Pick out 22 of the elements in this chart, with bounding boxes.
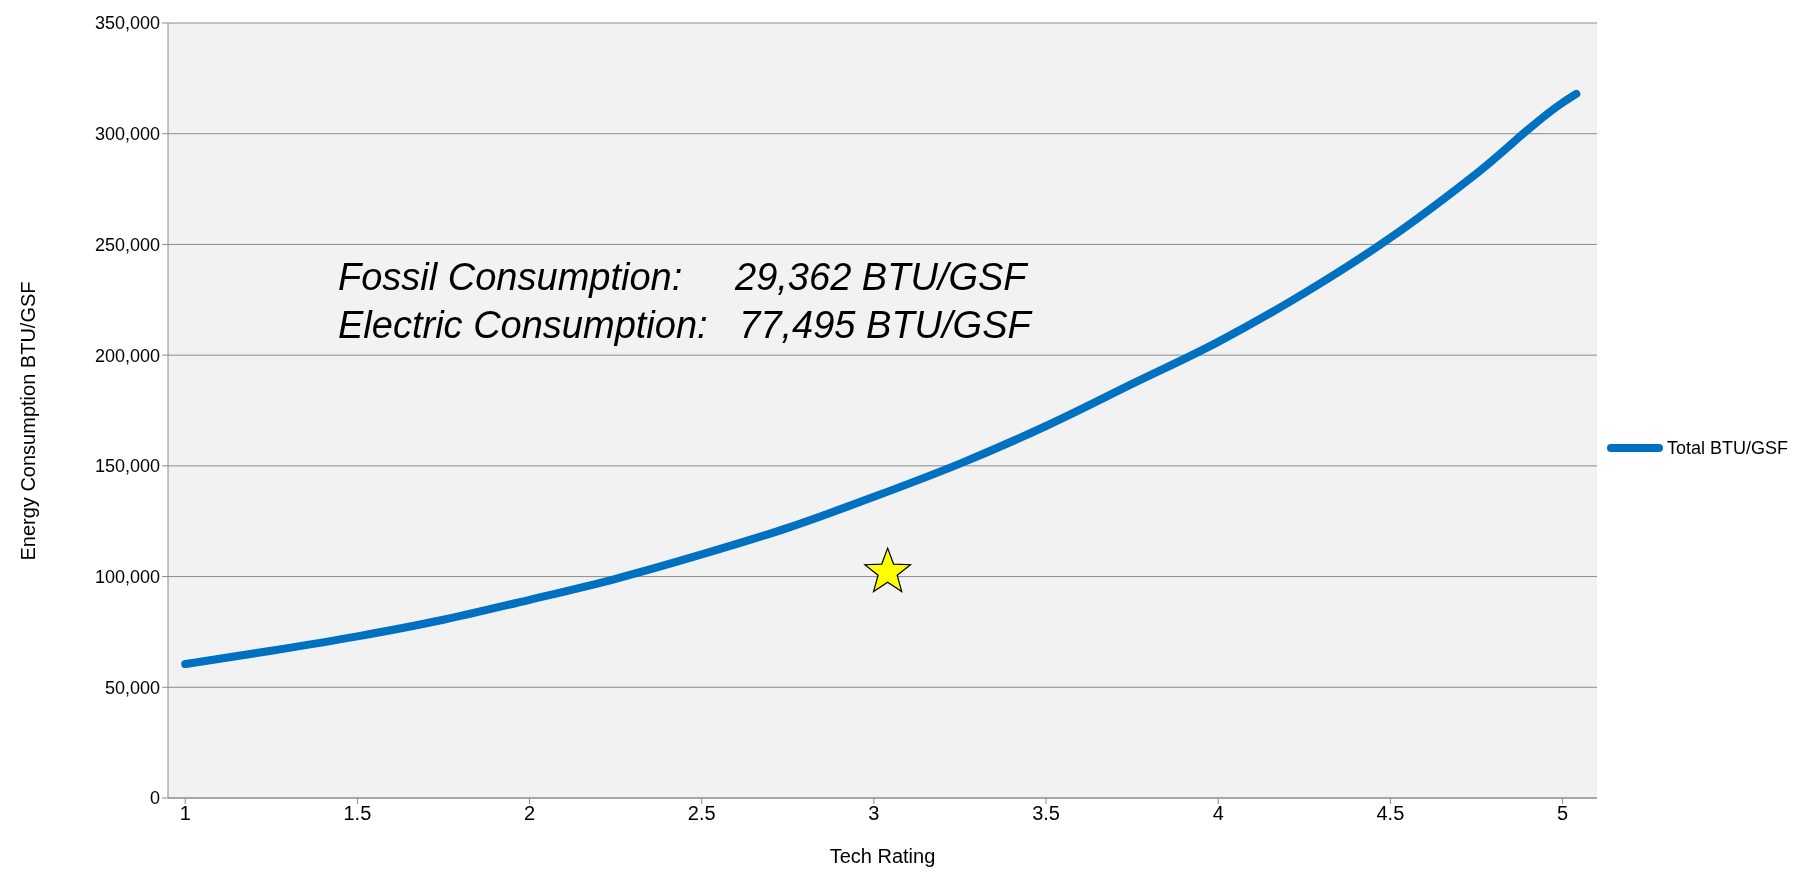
y-tick-label: 200,000 [94, 345, 160, 366]
y-tick-label: 300,000 [94, 124, 160, 145]
y-tick-label: 50,000 [104, 677, 160, 698]
legend-label: Total BTU/GSF [1665, 437, 1788, 459]
x-tick-label: 4.5 [1376, 802, 1405, 825]
y-tick-label: 250,000 [94, 234, 160, 255]
y-axis-title: Energy Consumption BTU/GSF [17, 281, 40, 561]
annotation: Electric Consumption: 77,495 BTU/GSF [338, 304, 1031, 347]
x-tick-label: 4 [1212, 802, 1224, 825]
y-tick-label: 150,000 [94, 456, 160, 477]
x-tick-label: 2.5 [687, 802, 716, 825]
x-tick-label: 5 [1556, 802, 1569, 825]
x-axis-title: Tech Rating [829, 845, 936, 867]
y-tick-label: 350,000 [94, 13, 160, 34]
x-tick-label: 1 [179, 802, 191, 825]
y-tick-label: 100,000 [94, 566, 160, 587]
x-tick-label: 2 [523, 802, 536, 825]
x-tick-label: 3.5 [1032, 802, 1060, 825]
x-tick-label: 3 [868, 802, 880, 825]
x-tick-label: 1.5 [343, 802, 372, 825]
y-tick-label: 0 [149, 788, 160, 809]
annotation: Fossil Consumption: 29,362 BTU/GSF [338, 256, 1027, 299]
